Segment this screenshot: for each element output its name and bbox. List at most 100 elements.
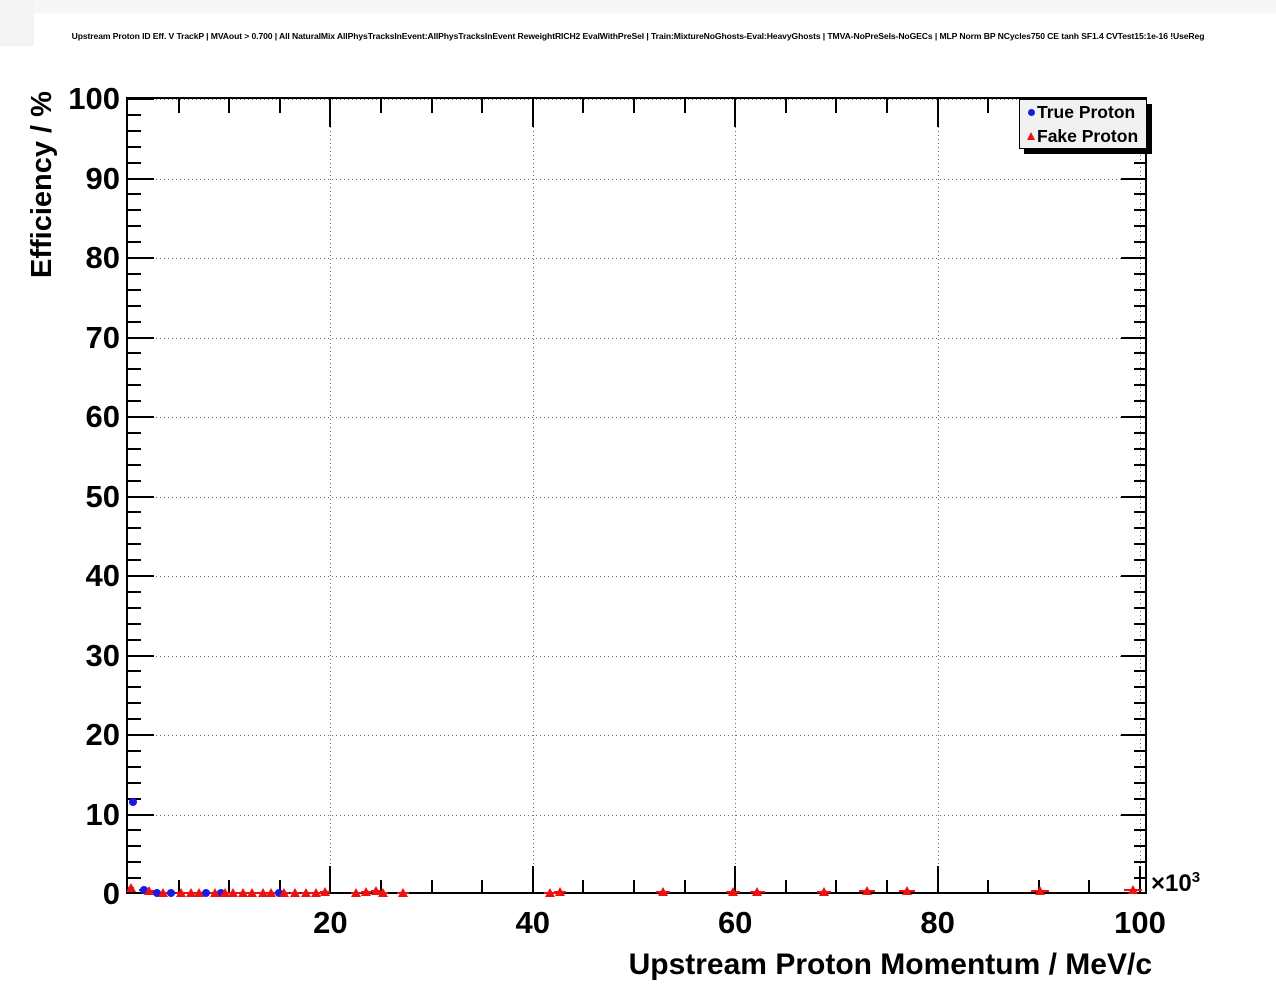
y-minor-tick: [128, 288, 141, 291]
y-minor-tick: [128, 129, 141, 132]
y-minor-tick: [128, 161, 141, 164]
y-tick-label: 10: [85, 796, 120, 832]
x-minor-tick: [228, 880, 231, 894]
data-point-fake-proton: [158, 888, 169, 898]
y-tick-label: 70: [85, 319, 120, 355]
y-major-tick: [128, 575, 154, 577]
gridline-horizontal: [128, 337, 1147, 339]
x-minor-tick-mirror: [784, 99, 787, 113]
y-minor-tick: [128, 113, 141, 116]
gridline-vertical: [330, 99, 332, 894]
y-minor-tick-mirror: [1134, 288, 1147, 291]
data-point-fake-proton: [545, 887, 555, 897]
data-point-fake-proton: [247, 888, 258, 898]
data-point-fake-proton: [228, 888, 239, 898]
y-major-tick: [128, 336, 154, 339]
x-major-tick: [734, 866, 737, 894]
x-major-tick: [1139, 866, 1141, 894]
y-minor-tick-mirror: [1134, 161, 1147, 164]
y-minor-tick-mirror: [1134, 209, 1147, 212]
y-minor-tick-mirror: [1134, 749, 1147, 752]
x-minor-tick-mirror: [177, 99, 180, 113]
data-point-true-proton: [140, 885, 149, 894]
data-point-fake-proton: [819, 886, 830, 896]
x-tick-label: 80: [920, 905, 955, 940]
x-major-tick: [531, 866, 534, 894]
y-minor-tick-mirror: [1134, 622, 1147, 625]
y-minor-tick: [128, 749, 141, 752]
y-minor-tick: [128, 590, 141, 593]
x-minor-tick: [481, 880, 484, 894]
x-exponent-base: ×10: [1151, 870, 1192, 897]
x-minor-tick: [177, 880, 180, 894]
y-tick-label: 100: [68, 81, 120, 116]
legend-entry-fake-proton: Fake Proton: [1020, 124, 1146, 148]
y-major-tick: [128, 98, 154, 100]
data-point-fake-proton: [555, 887, 566, 897]
x-minor-tick: [582, 880, 585, 894]
true-proton-marker-icon: [1025, 108, 1037, 116]
y-minor-tick-mirror: [1134, 193, 1147, 196]
y-minor-tick-mirror: [1134, 431, 1147, 434]
y-minor-tick: [128, 463, 141, 466]
legend-entry-true-proton: True Proton: [1020, 100, 1146, 124]
y-minor-tick: [128, 431, 141, 434]
y-minor-tick-mirror: [1134, 225, 1147, 228]
y-minor-tick-mirror: [1134, 718, 1147, 721]
gridline-horizontal: [128, 417, 1147, 418]
y-minor-tick-mirror: [1134, 400, 1147, 403]
y-minor-tick: [128, 877, 141, 880]
y-minor-tick-mirror: [1134, 606, 1147, 609]
plot-title: Upstream Proton ID Eff. V TrackP | MVAou…: [71, 31, 1205, 41]
y-major-tick-mirror: [1121, 416, 1147, 418]
y-minor-tick-mirror: [1134, 320, 1147, 323]
y-minor-tick: [128, 765, 141, 768]
x-tick-label: 40: [515, 905, 551, 940]
y-minor-tick: [128, 543, 141, 546]
y-minor-tick-mirror: [1134, 384, 1147, 387]
gridline-vertical: [937, 99, 939, 894]
y-tick-label: 90: [85, 160, 120, 196]
data-point-fake-proton: [320, 887, 331, 897]
y-major-tick: [128, 177, 154, 180]
y-minor-tick: [128, 702, 141, 705]
y-major-tick-mirror: [1121, 257, 1147, 259]
y-minor-tick-mirror: [1134, 463, 1147, 466]
data-point-fake-proton: [265, 888, 276, 898]
gridline-horizontal: [128, 99, 1147, 100]
gridline-horizontal: [128, 576, 1147, 577]
y-major-tick: [128, 734, 154, 736]
y-minor-tick-mirror: [1134, 511, 1147, 514]
x-major-tick-mirror: [936, 99, 939, 127]
x-tick-label: 100: [1114, 905, 1166, 940]
legend-label: Fake Proton: [1037, 126, 1139, 146]
y-minor-tick: [128, 193, 141, 196]
y-minor-tick: [128, 622, 141, 625]
x-minor-tick-mirror: [430, 99, 433, 113]
data-point-fake-proton: [360, 887, 371, 897]
y-minor-tick-mirror: [1134, 241, 1147, 244]
x-tick-label: 20: [313, 905, 348, 940]
y-minor-tick: [128, 447, 141, 450]
x-minor-tick: [380, 880, 382, 894]
gridline-vertical: [735, 99, 737, 894]
x-minor-tick: [430, 880, 433, 894]
data-point-fake-proton: [378, 887, 389, 897]
y-minor-tick-mirror: [1134, 304, 1147, 307]
y-minor-tick: [128, 320, 141, 323]
y-minor-tick-mirror: [1134, 479, 1147, 482]
y-major-tick: [128, 495, 154, 498]
legend-box[interactable]: True Proton Fake Proton: [1019, 99, 1147, 149]
gridline-horizontal: [128, 258, 1147, 259]
gridline-horizontal: [128, 655, 1147, 657]
x-minor-tick-mirror: [683, 99, 686, 113]
y-minor-tick: [128, 559, 141, 562]
x-major-tick-mirror: [329, 99, 332, 127]
x-minor-tick: [784, 880, 787, 894]
x-major-tick: [936, 866, 939, 894]
fake-proton-marker-icon: [1025, 132, 1037, 140]
x-minor-tick: [835, 880, 838, 894]
y-minor-tick-mirror: [1134, 670, 1147, 673]
x-exponent-power: 3: [1191, 869, 1201, 886]
